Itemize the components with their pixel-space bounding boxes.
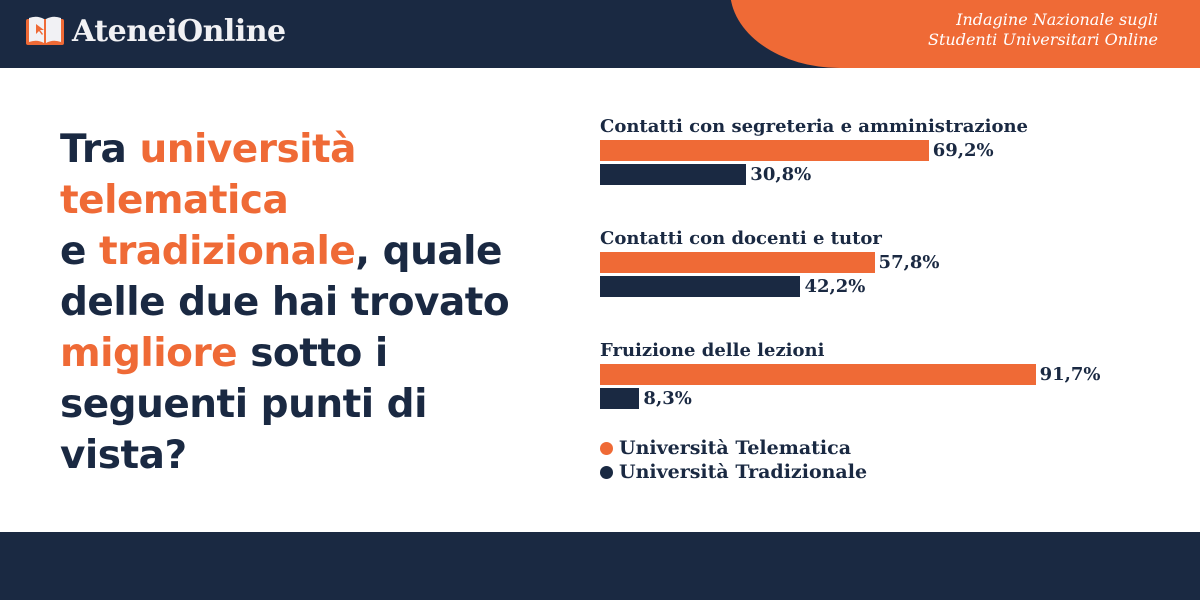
data-label: 8,3% (643, 388, 692, 409)
bar (600, 252, 875, 273)
bar-row: 30,8% (600, 163, 1160, 186)
brand-name: AteneiOnline (72, 14, 286, 49)
book-icon (26, 16, 64, 45)
bar-row: 42,2% (600, 275, 1160, 298)
bar-row: 91,7% (600, 363, 1160, 386)
header-accent-shape (730, 0, 1200, 68)
bar (600, 388, 640, 409)
bar-row: 69,2% (600, 139, 1160, 162)
bar-row: 8,3% (600, 387, 1160, 410)
legend-item-tradizionale: Università Tradizionale (600, 460, 867, 484)
legend-dot-icon (600, 441, 613, 455)
logo[interactable]: AteneiOnline (26, 14, 286, 49)
category-group: Contatti con segreteria e amministrazion… (600, 116, 1160, 228)
subtitle-line-2: Studenti Universitari Online (928, 30, 1158, 49)
legend-dot-icon (600, 465, 613, 479)
data-label: 69,2% (932, 140, 994, 161)
legend-item-telematica: Università Telematica (600, 436, 867, 460)
bar (600, 364, 1036, 385)
category-label: Fruizione delle lezioni (600, 340, 825, 361)
bar-chart: Contatti con segreteria e amministrazion… (600, 116, 1160, 452)
survey-subtitle: Indagine Nazionale sugli Studenti Univer… (928, 10, 1158, 50)
bar (600, 140, 929, 161)
data-label: 42,2% (804, 276, 866, 297)
bar (600, 164, 747, 185)
data-label: 91,7% (1039, 364, 1101, 385)
category-label: Contatti con segreteria e amministrazion… (600, 116, 1029, 137)
question-heading: Tra università telematica e tradizionale… (60, 127, 510, 478)
subtitle-line-1: Indagine Nazionale sugli (956, 10, 1158, 29)
category-group: Contatti con docenti e tutor 57,8% 42,2% (600, 228, 1160, 340)
footer (0, 532, 1200, 600)
bar-row: 57,8% (600, 251, 1160, 274)
category-label: Contatti con docenti e tutor (600, 228, 882, 249)
data-label: 30,8% (750, 164, 812, 185)
legend: Università Telematica Università Tradizi… (600, 436, 867, 484)
category-group: Fruizione delle lezioni 91,7% 8,3% (600, 340, 1160, 452)
data-label: 57,8% (878, 252, 940, 273)
bar (600, 276, 801, 297)
